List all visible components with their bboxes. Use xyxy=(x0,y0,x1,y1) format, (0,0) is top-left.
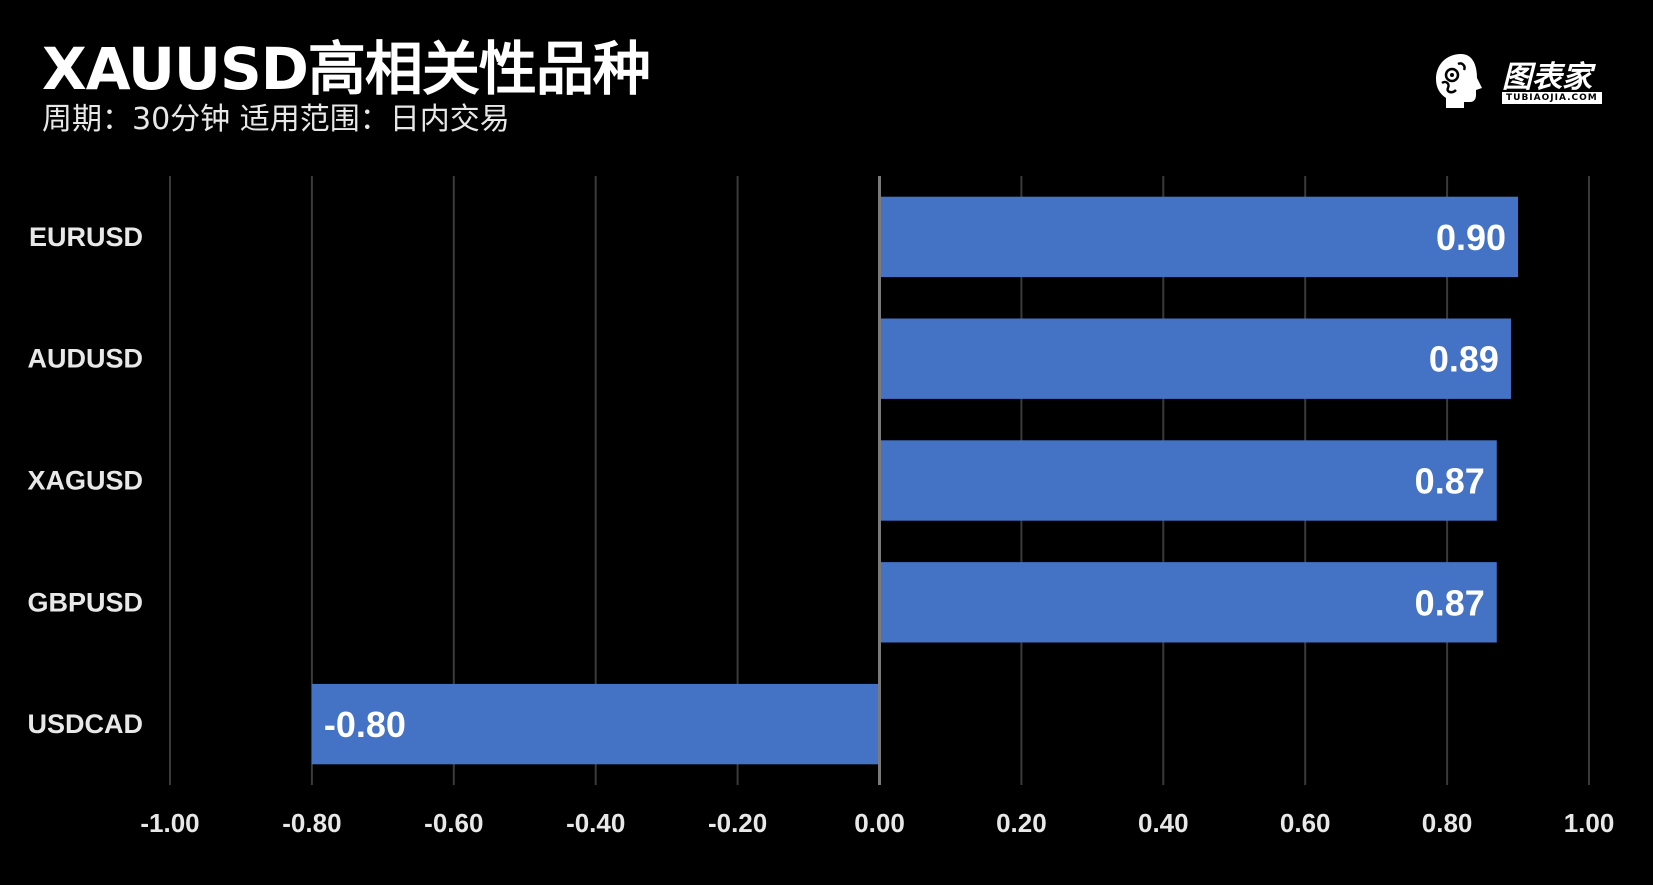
bars xyxy=(311,196,1519,765)
x-tick-label: 1.00 xyxy=(1564,808,1615,838)
logo: 图表家 TUBIAOJIA.COM xyxy=(1430,50,1605,112)
x-tick-label: -0.60 xyxy=(424,808,483,838)
chart-subtitle: 周期：30分钟 适用范围：日内交易 xyxy=(42,102,510,137)
chart-title: XAUUSD高相关性品种 xyxy=(42,35,651,103)
x-tick-label: 0.00 xyxy=(854,808,905,838)
x-tick-label: -0.20 xyxy=(708,808,767,838)
bar xyxy=(879,562,1497,643)
bar xyxy=(879,318,1511,399)
value-label: 0.87 xyxy=(1415,461,1485,502)
category-label: AUDUSD xyxy=(27,344,143,374)
x-tick-label: -0.40 xyxy=(566,808,625,838)
logo-text: 图表家 xyxy=(1502,60,1592,95)
value-label: 0.87 xyxy=(1415,582,1485,623)
category-label: XAGUSD xyxy=(27,466,143,496)
x-tick-label: -0.80 xyxy=(282,808,341,838)
value-label: 0.90 xyxy=(1436,217,1506,258)
category-label: EURUSD xyxy=(29,222,143,252)
value-label: -0.80 xyxy=(324,704,406,745)
brain-head-icon xyxy=(1436,54,1482,108)
category-label: USDCAD xyxy=(27,709,143,739)
value-label: 0.89 xyxy=(1429,339,1499,380)
x-tick-label: 0.40 xyxy=(1138,808,1189,838)
bar xyxy=(879,196,1519,278)
x-tick-label: 0.20 xyxy=(996,808,1047,838)
bar xyxy=(311,683,880,765)
logo-subtext: TUBIAOJIA.COM xyxy=(1502,92,1602,104)
category-label: GBPUSD xyxy=(27,587,143,617)
x-tick-label: 0.80 xyxy=(1422,808,1473,838)
x-tick-label: 0.60 xyxy=(1280,808,1331,838)
labels: -1.00 -0.80 -0.60 -0.40 -0.20 0.00 0.20 0.40 0.6… xyxy=(27,217,1614,838)
x-tick-label: -1.00 xyxy=(140,808,199,838)
bar xyxy=(879,440,1497,521)
